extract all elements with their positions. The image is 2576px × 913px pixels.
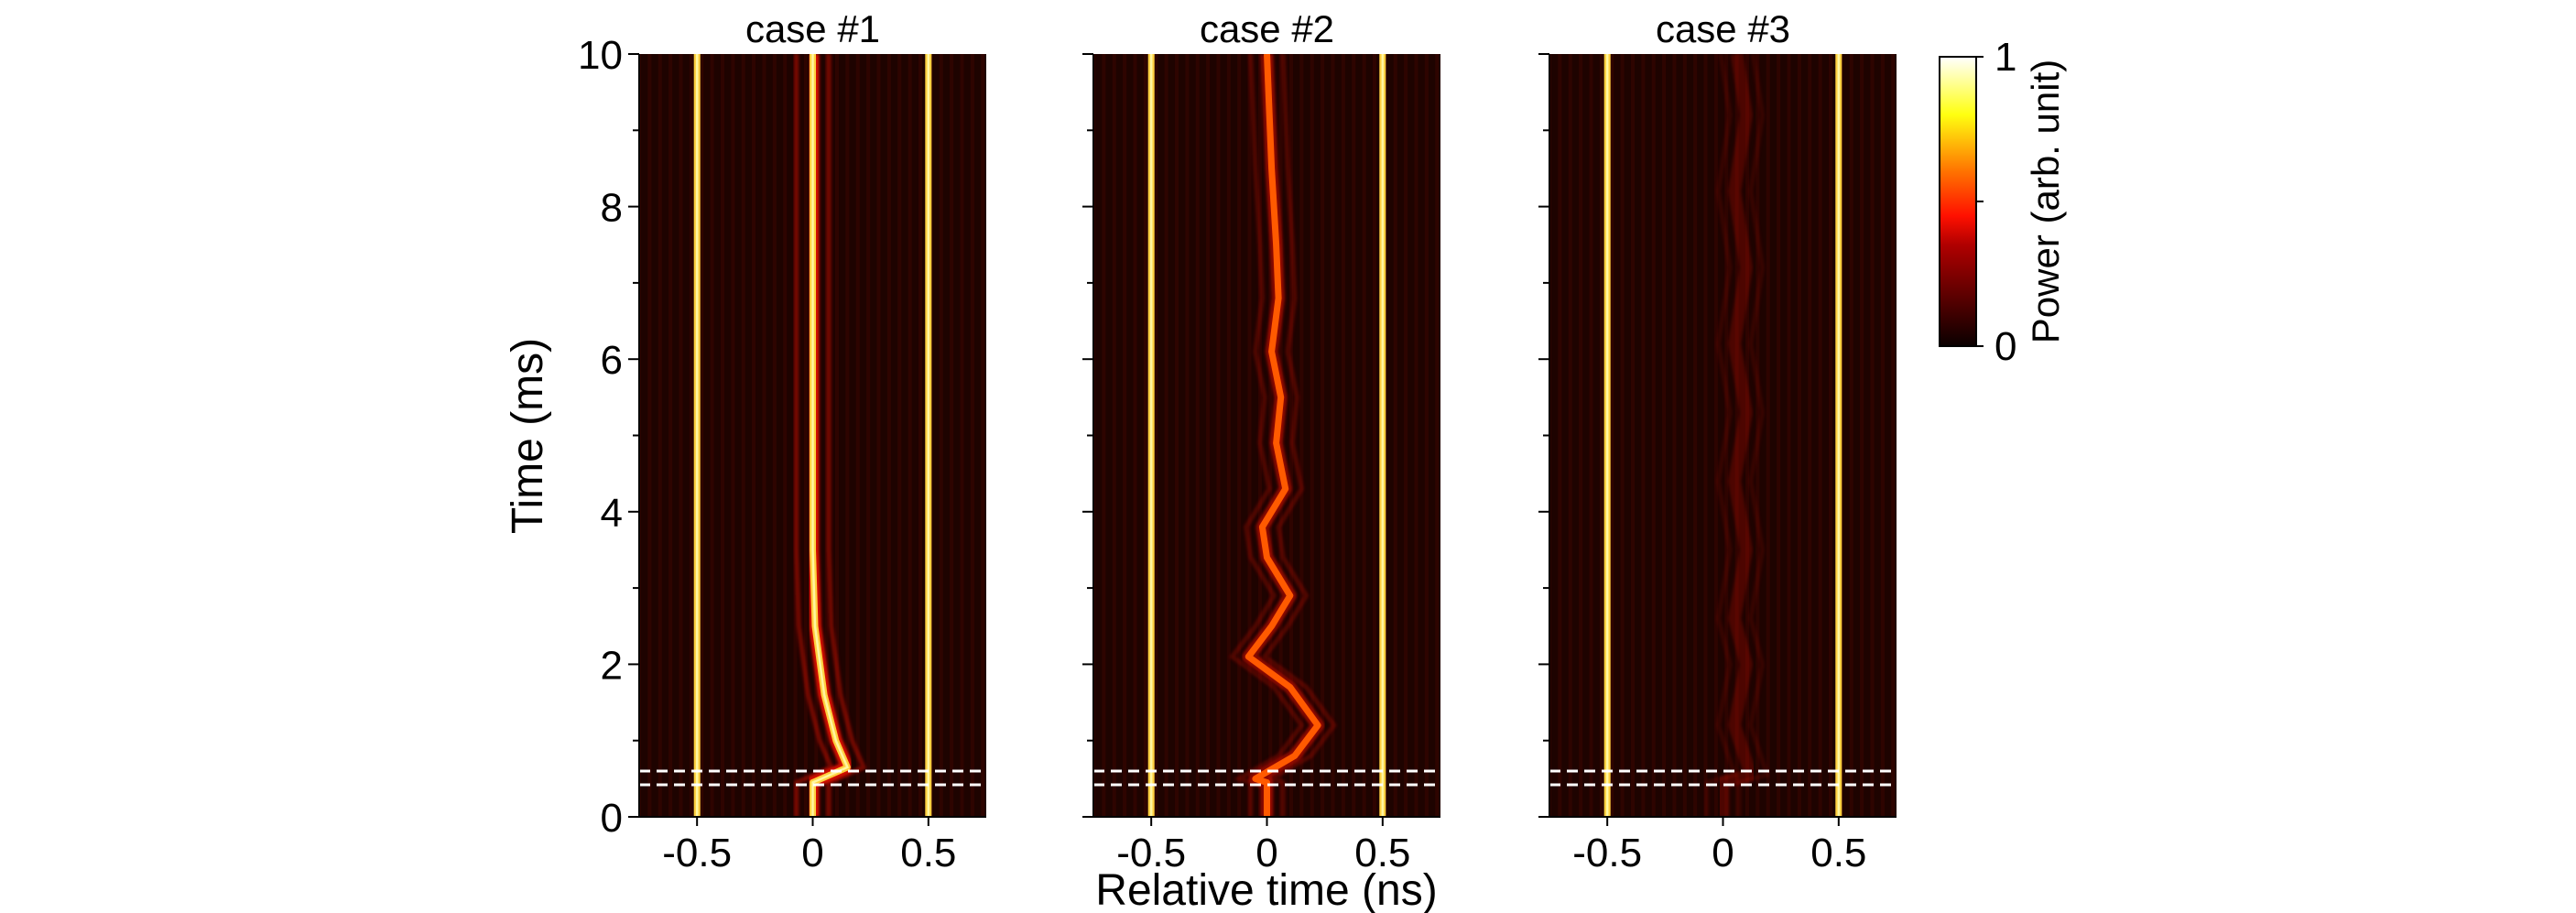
trace-sideband — [1704, 54, 1738, 817]
trace-sideband — [1261, 54, 1337, 817]
x-tick-label: -0.5 — [662, 831, 732, 875]
colorbar-label: Power (arb. unit) — [2024, 60, 2067, 343]
panel-2: -0.5 0 0.5 case #2 — [1082, 7, 1440, 875]
panel-title: case #3 — [1656, 7, 1790, 50]
trace-sideband — [794, 54, 834, 817]
trace-sideband — [1736, 54, 1770, 817]
colorbar-max-label: 1 — [1994, 35, 2016, 80]
colorbar: 1 0 Power (arb. unit) — [1939, 35, 2067, 369]
x-tick-label: 0 — [1712, 831, 1734, 875]
panel-3: -0.5 0 0.5 case #3 — [1538, 7, 1897, 875]
colorbar-gradient — [1939, 56, 1977, 347]
y-tick-label: 8 — [601, 186, 623, 231]
y-axis-label: Time (ms) — [504, 338, 552, 534]
x-tick-label: -0.5 — [1572, 831, 1642, 875]
panel-1: 0 2 4 6 8 10 -0.5 0 0.5 case #1 — [578, 7, 986, 875]
trace-core — [1245, 54, 1321, 817]
x-tick-label: 0.5 — [1354, 831, 1410, 875]
colorbar-min-label: 0 — [1994, 324, 2016, 369]
trace-sideband — [826, 54, 867, 817]
x-tick-label: 0.5 — [900, 831, 956, 875]
x-tick-label: 0.5 — [1810, 831, 1866, 875]
heatmap — [1549, 54, 1896, 817]
y-tick-label: 4 — [601, 491, 623, 536]
heatmap — [639, 54, 985, 817]
y-tick-label: 0 — [601, 796, 623, 841]
panel-title: case #2 — [1200, 7, 1334, 50]
y-tick-label: 6 — [601, 338, 623, 383]
trace-peak — [811, 54, 850, 817]
trace-sideband — [1229, 54, 1305, 817]
trace-glow — [1716, 54, 1757, 817]
heatmap — [1093, 54, 1440, 817]
y-tick-label: 2 — [601, 643, 623, 688]
x-tick-label: -0.5 — [1116, 831, 1186, 875]
y-tick-label: 10 — [578, 33, 623, 78]
x-axis-label: Relative time (ns) — [1095, 866, 1437, 913]
x-tick-label: 0 — [1255, 831, 1277, 875]
x-tick-label: 0 — [801, 831, 823, 875]
panel-title: case #1 — [745, 7, 880, 50]
